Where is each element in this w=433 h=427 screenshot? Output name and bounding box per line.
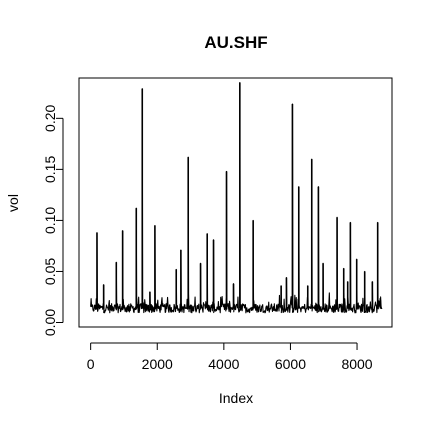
x-tick-label: 8000	[341, 356, 372, 372]
series-line	[90, 82, 383, 314]
y-tick-label: 0.15	[42, 156, 58, 183]
y-tick-label: 0.05	[42, 258, 58, 285]
y-axis: 0.00 0.05 0.10 0.15 0.20	[42, 104, 64, 336]
plot-frame	[78, 77, 393, 328]
x-tick-label: 0	[87, 356, 95, 372]
series-group	[90, 82, 383, 314]
y-axis-title: vol	[5, 194, 21, 212]
x-axis-title: Index	[219, 390, 253, 406]
x-axis: 0 2000 4000 6000 8000	[87, 342, 373, 372]
chart-title: AU.SHF	[204, 33, 267, 52]
x-tick-label: 2000	[142, 356, 173, 372]
y-tick-label: 0.10	[42, 207, 58, 234]
y-tick-label: 0.00	[42, 309, 58, 336]
x-tick-label: 6000	[275, 356, 306, 372]
x-tick-label: 4000	[208, 356, 239, 372]
y-tick-label: 0.20	[42, 104, 58, 131]
